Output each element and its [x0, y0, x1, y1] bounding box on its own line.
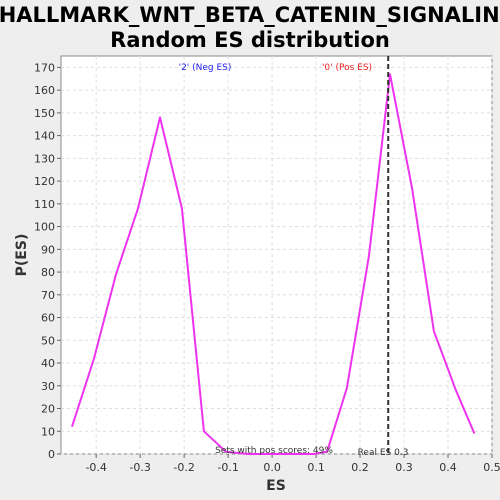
series-layer: [71, 73, 476, 455]
real-es-annotation: Real ES 0.3: [358, 448, 409, 458]
y-tick-label: 10: [41, 425, 55, 438]
y-tick-label: 150: [34, 107, 55, 120]
plot-area: [60, 55, 493, 455]
y-tick-label: 110: [34, 198, 55, 211]
x-tick-label: 0.2: [351, 461, 369, 474]
x-tick-label: -0.2: [173, 461, 194, 474]
y-axis-title: P(ES): [14, 234, 30, 277]
y-tick-label: 130: [34, 152, 55, 165]
y-tick-label: 80: [41, 266, 55, 279]
y-tick-label: 60: [41, 312, 55, 325]
x-tick-label: 0.0: [263, 461, 281, 474]
x-tick-label: 0.4: [439, 461, 457, 474]
neg-es-label: '2' (Neg ES): [179, 63, 232, 73]
chart-title-line2: Random ES distribution: [110, 28, 390, 52]
pos-es-label: '0' (Pos ES): [322, 63, 372, 73]
y-tick-label: 40: [41, 357, 55, 370]
chart-title-line1: HALLMARK_WNT_BETA_CATENIN_SIGNALING:: [0, 3, 500, 27]
y-tick-label: 70: [41, 289, 55, 302]
grid-lines: [61, 56, 493, 455]
y-tick-label: 0: [48, 448, 55, 461]
axis-ticks: 0 10 20 30 40 50 60 70 80 90 100 110 120 130 140 150 160…: [34, 61, 500, 474]
y-tick-label: 170: [34, 61, 55, 74]
x-tick-label: 0.3: [395, 461, 413, 474]
y-tick-label: 20: [41, 403, 55, 416]
y-tick-label: 30: [41, 380, 55, 393]
y-tick-label: 160: [34, 84, 55, 97]
y-tick-label: 50: [41, 334, 55, 347]
series-line: [71, 73, 476, 455]
y-tick-label: 120: [34, 175, 55, 188]
x-tick-label: -0.3: [129, 461, 150, 474]
x-tick-label: 0.5: [483, 461, 500, 474]
y-tick-label: 90: [41, 243, 55, 256]
x-axis-title: ES: [266, 478, 286, 494]
y-tick-label: 100: [34, 221, 55, 234]
pos-scores-annotation: Sets with pos scores: 49%: [215, 446, 333, 456]
x-tick-label: -0.4: [85, 461, 106, 474]
y-tick-label: 140: [34, 130, 55, 143]
x-tick-label: 0.1: [307, 461, 325, 474]
x-tick-label: -0.1: [217, 461, 238, 474]
